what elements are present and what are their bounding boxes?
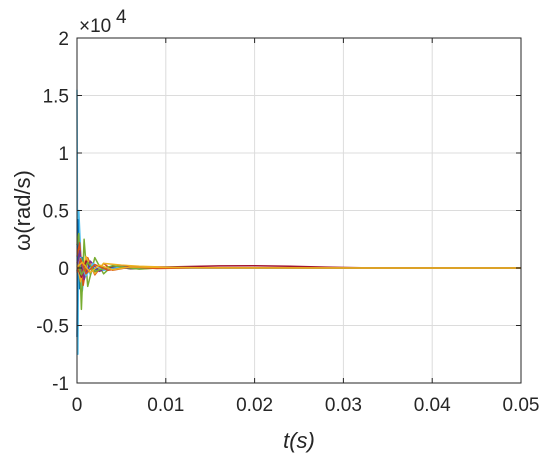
y-exponent-power: 4 <box>116 7 127 28</box>
y-exponent-label: ×10 <box>79 16 111 37</box>
series-line <box>76 241 522 287</box>
x-tick-label: 0 <box>72 395 83 416</box>
series-line <box>76 218 522 338</box>
x-axis-label: t(s) <box>283 428 315 453</box>
y-tick-label: -1 <box>52 374 69 395</box>
series-line <box>76 261 522 274</box>
y-axis-label: ω(rad/s) <box>10 170 35 251</box>
series-line <box>76 260 522 278</box>
x-tick-label: 0.02 <box>236 395 273 416</box>
series-line <box>76 250 522 281</box>
x-tick-label: 0.04 <box>414 395 451 416</box>
y-tick-label: 1.5 <box>43 87 69 108</box>
series-group <box>76 89 522 356</box>
y-tick-label: -0.5 <box>36 317 69 338</box>
y-tick-label: 0.5 <box>43 202 69 223</box>
series-line <box>76 89 522 356</box>
series-line <box>76 232 522 311</box>
y-tick-label: 0 <box>58 259 69 280</box>
x-tick-label: 0.01 <box>147 395 184 416</box>
grid <box>77 38 521 383</box>
x-tick-label: 0.03 <box>325 395 362 416</box>
y-tick-label: 1 <box>58 144 69 165</box>
y-tick-label: 2 <box>58 29 69 50</box>
x-tick-label: 0.05 <box>503 395 540 416</box>
ticks: 0 0.01 0.02 0.03 0.04 0.05 -1 -0.5 0 0.5 1 1.5 2 <box>36 29 539 416</box>
